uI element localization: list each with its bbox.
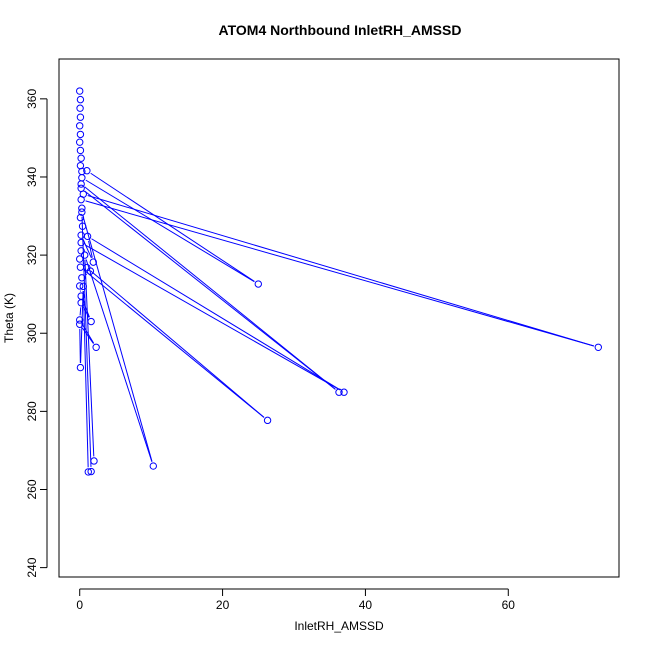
- data-point: [76, 161, 85, 170]
- data-point: [76, 130, 85, 139]
- data-point: [76, 363, 85, 372]
- series-segment: [91, 238, 341, 391]
- y-tick-label: 340: [25, 167, 39, 187]
- series-segment: [84, 244, 341, 391]
- data-point: [77, 299, 85, 307]
- data-point: [77, 238, 85, 247]
- y-tick-label: 240: [25, 557, 39, 577]
- data-point: [78, 208, 86, 216]
- data-point: [77, 231, 85, 239]
- data-point: [263, 416, 272, 425]
- data-point: [77, 180, 85, 188]
- data-point: [335, 388, 343, 396]
- series-segment: [84, 190, 336, 390]
- series-segment: [79, 307, 82, 316]
- data-point: [89, 258, 97, 266]
- y-axis-label: Theta (K): [2, 293, 16, 343]
- series-segment: [90, 172, 255, 282]
- y-tick-label: 360: [25, 89, 39, 109]
- series-segment: [85, 179, 255, 283]
- series-segment: [84, 259, 95, 457]
- series-segment: [90, 270, 265, 418]
- x-tick-label: 0: [76, 598, 83, 612]
- series-segment: [83, 269, 265, 418]
- data-point: [76, 255, 84, 263]
- chart-title: ATOM4 Northbound InletRH_AMSSD: [219, 22, 462, 38]
- data-point: [254, 280, 262, 288]
- data-point: [83, 167, 91, 175]
- data-point: [76, 316, 84, 324]
- y-tick-label: 260: [25, 479, 39, 499]
- y-axis: 240 260 280 300 320 340 360: [25, 89, 48, 578]
- plot-area: [58, 58, 620, 578]
- data-point: [87, 317, 95, 326]
- series-segment: [85, 259, 153, 462]
- data-point: [92, 343, 100, 351]
- data-point: [76, 104, 84, 112]
- y-tick-label: 320: [25, 245, 39, 265]
- data-point: [78, 174, 86, 182]
- data-point: [87, 467, 95, 476]
- series-segment: [85, 200, 594, 347]
- data-point: [76, 282, 84, 290]
- data-point: [86, 267, 95, 275]
- data-point: [76, 113, 85, 121]
- data-point: [83, 232, 92, 241]
- series-segment: [79, 328, 81, 364]
- series-line: [79, 172, 595, 468]
- data-point: [77, 154, 85, 162]
- x-tick-label: 60: [502, 598, 516, 612]
- data-point: [76, 320, 84, 328]
- data-point: [76, 138, 84, 146]
- data-point: [76, 122, 84, 130]
- data-point: [76, 213, 85, 222]
- y-tick-label: 300: [25, 323, 39, 343]
- data-point: [76, 146, 85, 155]
- series-segment: [88, 240, 93, 258]
- data-point: [84, 468, 92, 476]
- x-tick-label: 40: [359, 598, 373, 612]
- series-segment: [82, 290, 89, 468]
- data-point: [79, 282, 87, 291]
- data-point: [77, 247, 85, 255]
- series-segment: [82, 216, 153, 462]
- series-points: [76, 87, 602, 476]
- data-point: [78, 222, 87, 230]
- data-point: [78, 204, 86, 212]
- y-tick-label: 280: [25, 401, 39, 421]
- x-axis: 0 20 40 60: [76, 588, 516, 612]
- data-point: [594, 343, 602, 351]
- data-point: [81, 251, 89, 259]
- data-point: [77, 195, 85, 204]
- data-point: [149, 462, 157, 470]
- data-point: [76, 87, 84, 95]
- series-segment: [84, 186, 336, 390]
- data-point: [78, 274, 86, 282]
- data-point: [76, 95, 85, 104]
- series-segment: [87, 194, 595, 347]
- data-point: [340, 388, 348, 396]
- data-point: [90, 457, 98, 465]
- x-axis-label: InletRH_AMSSD: [294, 619, 384, 633]
- data-point: [76, 263, 85, 271]
- x-tick-label: 20: [216, 598, 230, 612]
